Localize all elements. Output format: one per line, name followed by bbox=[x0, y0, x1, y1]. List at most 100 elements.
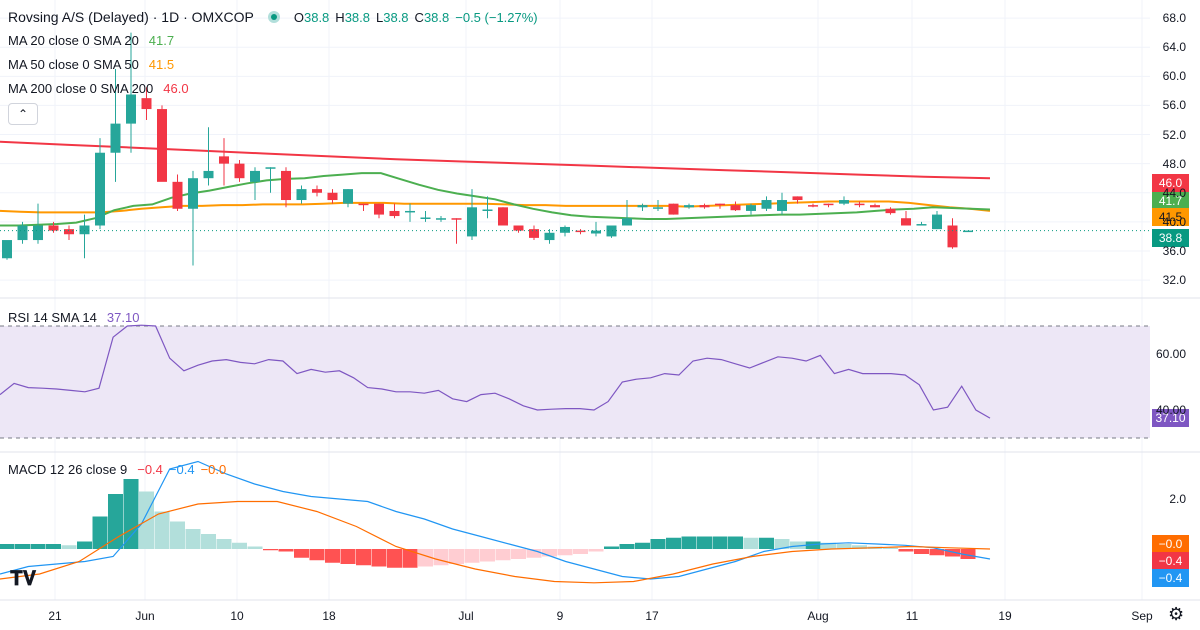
symbol-title[interactable]: Rovsing A/S (Delayed) · 1D · OMXCOP bbox=[8, 9, 254, 25]
rsi-tick-label: 40.00 bbox=[1155, 403, 1186, 417]
candle-body bbox=[699, 205, 710, 208]
close-value: 38.8 bbox=[423, 9, 450, 25]
candle-body bbox=[405, 210, 415, 213]
time-tick-label: Jun bbox=[135, 609, 155, 623]
macd-histogram-bar bbox=[325, 549, 340, 563]
macd-histogram-bar bbox=[743, 537, 759, 549]
collapse-legend-button[interactable]: ⌃ bbox=[8, 103, 38, 125]
macd-legend[interactable]: MACD 12 26 close 9 −0.4 −0.4 −0.0 bbox=[8, 462, 226, 477]
ma200-label: MA 200 close 0 SMA 200 bbox=[8, 81, 154, 96]
chevron-up-icon: ⌃ bbox=[17, 107, 29, 121]
macd-histogram-bar bbox=[759, 537, 774, 549]
candle bbox=[374, 203, 384, 219]
candle bbox=[482, 196, 493, 219]
candle-body bbox=[250, 170, 260, 182]
candle bbox=[529, 225, 539, 241]
rsi-value: 37.10 bbox=[106, 310, 140, 325]
macd-histogram-bar bbox=[821, 542, 836, 549]
ma20-price-tag: 41.7 bbox=[1152, 192, 1189, 210]
candle-body bbox=[482, 209, 493, 211]
candle-body bbox=[296, 189, 307, 201]
macd-histogram-bar bbox=[201, 534, 216, 549]
candle-body bbox=[792, 196, 803, 201]
macd-histogram-bar bbox=[883, 547, 898, 549]
macd-histogram-bar bbox=[511, 549, 526, 559]
time-tick-label: 10 bbox=[230, 609, 244, 623]
ma20-legend[interactable]: MA 20 close 0 SMA 20 41.7 bbox=[8, 33, 174, 48]
macd-histogram-bar bbox=[542, 549, 557, 557]
candle bbox=[885, 207, 896, 215]
rsi-legend[interactable]: RSI 14 SMA 14 37.10 bbox=[8, 310, 139, 325]
macd-histogram-bar bbox=[650, 539, 666, 549]
macd-label: MACD 12 26 close 9 bbox=[8, 462, 128, 477]
time-tick-label: Jul bbox=[458, 609, 474, 623]
change-value: −0.5 (−1.27%) bbox=[455, 9, 538, 25]
candle bbox=[436, 216, 446, 222]
candle-body bbox=[17, 225, 28, 241]
price-tick-label: 60.0 bbox=[1162, 69, 1186, 84]
candle-body bbox=[622, 218, 632, 226]
close-label: C bbox=[414, 9, 424, 25]
macd-histogram-bar bbox=[697, 536, 712, 549]
rsi-label: RSI 14 SMA 14 bbox=[8, 310, 97, 325]
candle bbox=[901, 210, 911, 226]
macd-histogram-bar bbox=[790, 541, 805, 549]
candle bbox=[64, 225, 74, 241]
candle bbox=[157, 105, 167, 182]
macd-histogram-bar bbox=[728, 536, 743, 549]
candle-body bbox=[126, 94, 136, 124]
ma50-legend[interactable]: MA 50 close 0 SMA 50 41.5 bbox=[8, 57, 174, 72]
candle-body bbox=[963, 230, 973, 233]
candle bbox=[343, 189, 353, 208]
candle bbox=[777, 192, 787, 215]
candle-body bbox=[544, 232, 555, 241]
candle-body bbox=[234, 163, 245, 179]
candle bbox=[498, 207, 508, 226]
low-label: L bbox=[376, 9, 384, 25]
macd-histogram-bar bbox=[619, 544, 635, 549]
open-label: O bbox=[293, 9, 304, 25]
macd-histogram-bar bbox=[387, 549, 402, 568]
tradingview-logo-icon[interactable]: 𝐓𝐕 bbox=[10, 566, 37, 590]
macd-histogram-bar bbox=[15, 544, 30, 549]
candle-body bbox=[343, 189, 353, 204]
candle bbox=[219, 138, 229, 186]
candle bbox=[761, 196, 772, 211]
price-tick-label: 64.0 bbox=[1162, 40, 1186, 55]
ma200-legend[interactable]: MA 200 close 0 SMA 200 46.0 bbox=[8, 81, 189, 96]
macd-histogram-bar bbox=[557, 549, 573, 556]
macd-histogram-bar bbox=[309, 549, 325, 561]
macd-histogram-bar bbox=[185, 529, 201, 549]
macd-histogram-bar bbox=[433, 549, 449, 566]
rsi-line bbox=[0, 324, 991, 419]
gear-icon[interactable]: ⚙ bbox=[1168, 604, 1185, 624]
candle bbox=[870, 203, 880, 208]
macd-histogram-bar bbox=[526, 549, 542, 558]
rsi-band bbox=[0, 326, 1150, 438]
ma20-label: MA 20 close 0 SMA 20 bbox=[8, 33, 139, 48]
candle bbox=[312, 185, 322, 197]
rsi-price-tag: 37.10 bbox=[1152, 409, 1189, 427]
ma200-line bbox=[0, 140, 991, 180]
candle-body bbox=[451, 218, 462, 220]
candle-body bbox=[157, 109, 167, 182]
macd-signal-value: −0.0 bbox=[200, 462, 227, 477]
price-tick-label: 44.0 bbox=[1162, 185, 1186, 200]
candle bbox=[637, 203, 648, 211]
macd-histogram-bar bbox=[46, 544, 61, 549]
macd-line bbox=[0, 460, 991, 580]
candle-body bbox=[715, 203, 725, 206]
macd-histogram-bar bbox=[852, 545, 867, 549]
candle-body bbox=[932, 214, 942, 230]
candle bbox=[591, 221, 601, 237]
macd-histogram-bar bbox=[449, 549, 464, 564]
macd-histogram-bar bbox=[340, 549, 356, 564]
candle bbox=[715, 203, 725, 209]
ma50-value: 41.5 bbox=[148, 57, 175, 72]
macd-histogram-bar bbox=[573, 549, 588, 554]
macd-histogram-bar bbox=[604, 546, 619, 549]
macd-histogram-bar bbox=[294, 549, 309, 558]
candle-body bbox=[839, 200, 849, 204]
price-tick-label: 68.0 bbox=[1162, 11, 1186, 26]
